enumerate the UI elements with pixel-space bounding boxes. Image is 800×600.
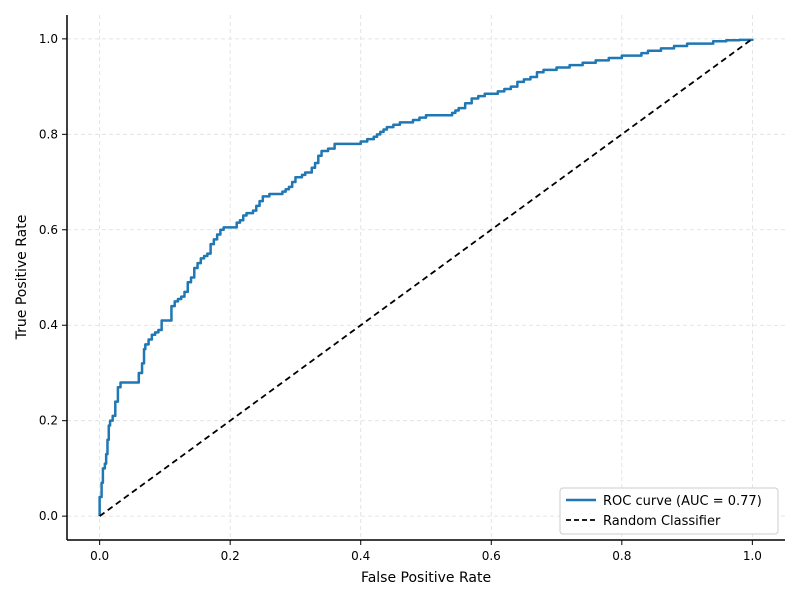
legend: ROC curve (AUC = 0.77) Random Classifier [559,487,779,535]
y-tick-label: 1.0 [39,32,58,46]
x-tick-label: 1.0 [743,549,762,563]
axes [66,15,785,541]
series-lines [98,38,754,517]
roc-curve-line [98,38,754,517]
x-tick-label: 0.0 [90,549,109,563]
x-tick-label: 0.2 [221,549,240,563]
random-classifier-line [99,38,753,517]
y-tick-label: 0.2 [39,414,58,428]
ticks: 0.0 0.2 0.4 0.6 0.8 1.0 0.0 0.2 0.4 0.6 0.8 1.0 [39,32,762,563]
legend-entry-roc: ROC curve (AUC = 0.77) [603,494,762,509]
x-axis-label: False Positive Rate [361,570,491,586]
y-tick-label: 0.8 [39,127,58,141]
x-tick-label: 0.6 [482,549,501,563]
y-tick-label: 0.0 [39,509,58,523]
y-tick-label: 0.6 [39,223,58,237]
grid-lines [67,15,785,540]
x-tick-label: 0.8 [612,549,631,563]
y-tick-label: 0.4 [39,318,58,332]
y-axis-label: True Positive Rate [14,215,30,341]
legend-entry-random: Random Classifier [603,514,721,529]
x-tick-label: 0.4 [351,549,370,563]
legend-box [559,487,779,535]
